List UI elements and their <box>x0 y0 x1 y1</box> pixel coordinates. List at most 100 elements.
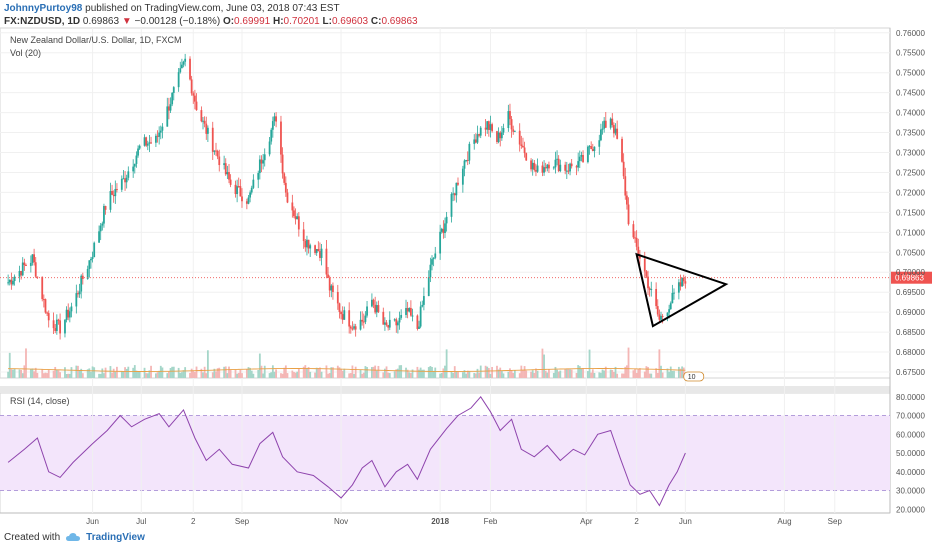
candle-body <box>101 223 104 226</box>
volume-bar <box>250 370 253 378</box>
candle-body <box>294 216 297 220</box>
volume-bar <box>341 370 344 378</box>
price-tick-label: 0.73000 <box>896 149 925 158</box>
candle-body <box>569 163 571 172</box>
volume-bar <box>47 369 50 378</box>
candle-body <box>431 259 433 265</box>
candle-body <box>36 276 39 278</box>
volume-bar <box>627 347 630 378</box>
candle-body <box>317 249 320 252</box>
volume-bar <box>362 372 365 378</box>
volume-bar <box>103 373 105 378</box>
volume-bar <box>343 368 346 378</box>
volume-bar <box>418 369 420 378</box>
volume-bar <box>405 367 407 378</box>
volume-bar <box>398 365 401 378</box>
volume-bar <box>491 366 493 378</box>
low-label: L: <box>322 16 332 27</box>
volume-bar <box>200 368 203 378</box>
candle-body <box>75 293 78 307</box>
candle-body <box>315 249 318 253</box>
volume-bar <box>8 352 11 378</box>
candle-body <box>580 155 583 157</box>
price-tick-label: 0.72000 <box>896 188 925 197</box>
triangle-drawing[interactable] <box>635 252 729 328</box>
volume-bar <box>673 370 675 378</box>
candle-body <box>507 111 510 129</box>
volume-bar <box>111 372 113 378</box>
volume-bar <box>371 367 373 378</box>
candle-body <box>93 242 96 258</box>
volume-bar <box>484 365 487 378</box>
volume-bar <box>536 370 539 378</box>
volume-bar <box>294 372 297 378</box>
volume-bar <box>512 372 515 378</box>
volume-bar <box>260 365 263 378</box>
volume-bar <box>158 370 161 378</box>
pane-separator[interactable] <box>0 386 890 393</box>
price-pane[interactable] <box>0 27 891 379</box>
author-link[interactable]: JohnnyPurtoy98 <box>4 3 83 14</box>
symbol-label[interactable]: FX:NZDUSD, 1D <box>4 16 81 27</box>
volume-bar <box>507 371 510 378</box>
candle-body <box>12 281 14 285</box>
candle-body <box>632 224 635 238</box>
open-value: 0.69991 <box>234 16 271 27</box>
volume-bar <box>431 367 433 378</box>
volume-bar <box>400 365 403 378</box>
volume-bar <box>570 369 573 378</box>
volume-bar <box>78 370 81 378</box>
volume-bar <box>564 368 567 378</box>
candle-body <box>554 159 557 168</box>
volume-bar <box>245 369 248 378</box>
candle-body <box>361 319 364 322</box>
candle-body <box>67 309 70 318</box>
volume-bar <box>580 368 583 378</box>
candle-body <box>137 148 139 156</box>
rsi-tick-label: 60.0000 <box>896 430 925 439</box>
candle-body <box>348 310 351 327</box>
candle-body <box>575 166 578 168</box>
candle-body <box>283 173 286 183</box>
candle-body <box>273 116 276 122</box>
candle-body <box>681 277 684 287</box>
volume-bar <box>18 369 21 378</box>
candle-body <box>366 306 368 316</box>
candle-body <box>180 64 183 69</box>
candle-body <box>556 158 558 160</box>
volume-bar <box>587 371 589 378</box>
volume-bar <box>442 368 445 378</box>
candle-body <box>224 163 227 175</box>
tradingview-brand[interactable]: TradingView <box>86 532 145 543</box>
candle-body <box>613 125 615 134</box>
candle-body <box>59 320 61 334</box>
candle-body <box>47 313 50 321</box>
rsi-band <box>0 415 890 491</box>
volume-bar <box>137 371 139 378</box>
candle-body <box>172 87 175 93</box>
candle-body <box>387 325 390 328</box>
volume-bar <box>10 369 13 378</box>
candle-body <box>478 134 481 136</box>
volume-bar <box>116 366 118 378</box>
volume-bar <box>530 371 532 378</box>
volume-bar <box>317 367 320 378</box>
volume-bar <box>297 368 300 378</box>
volume-bar <box>54 366 57 378</box>
volume-bar <box>500 370 503 378</box>
candle-body <box>535 169 537 172</box>
volume-bar <box>432 370 435 378</box>
candle-body <box>634 237 636 239</box>
volume-bar <box>546 372 549 378</box>
volume-bar <box>184 367 187 378</box>
volume-bar <box>385 366 388 378</box>
candle-body <box>398 317 401 323</box>
candle-body <box>247 197 250 204</box>
candle-body <box>213 150 216 152</box>
volume-bar <box>609 369 612 378</box>
volume-bar <box>70 367 73 378</box>
candle-body <box>168 106 170 111</box>
candle-body <box>582 155 584 163</box>
candle-body <box>609 118 612 128</box>
